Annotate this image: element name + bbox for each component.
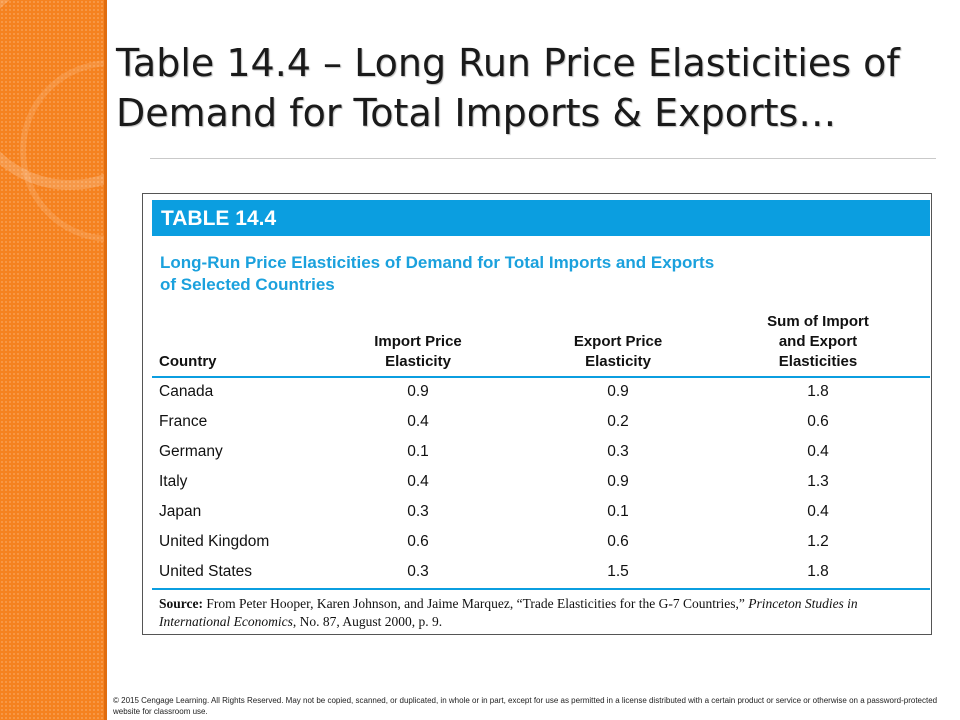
cell-country: United Kingdom <box>159 533 270 550</box>
cell-sum-elasticity: 1.8 <box>807 563 829 580</box>
column-header-country: Country <box>159 352 217 372</box>
cell-import-elasticity: 0.3 <box>407 563 429 580</box>
table-label-bar: TABLE 14.4 <box>152 200 930 236</box>
header-divider <box>152 376 930 378</box>
source-journal: Princeton Studies in International Econo… <box>159 596 858 629</box>
cell-country: France <box>159 413 208 430</box>
column-header-import-line-1: Import Price <box>374 333 462 350</box>
cell-import-elasticity: 0.6 <box>407 533 429 550</box>
column-header-export: Export Price Elasticity <box>548 332 688 372</box>
cell-sum-elasticity: 1.8 <box>807 383 829 400</box>
cell-sum-elasticity: 0.6 <box>807 413 829 430</box>
cell-export-elasticity: 0.9 <box>607 473 629 490</box>
table-row: Germany 0.1 0.3 0.4 <box>152 437 930 467</box>
table-row: Japan 0.3 0.1 0.4 <box>152 497 930 527</box>
column-header-import: Import Price Elasticity <box>353 332 483 372</box>
table-caption-line-1: Long-Run Price Elasticities of Demand fo… <box>160 253 715 272</box>
cell-import-elasticity: 0.4 <box>407 473 429 490</box>
table-caption: Long-Run Price Elasticities of Demand fo… <box>160 252 920 296</box>
source-issue: , No. 87, August 2000, p. 9. <box>292 614 443 629</box>
slide-title-line-1: Table 14.4 – Long Run Price Elasticities… <box>116 41 900 85</box>
column-header-import-line-2: Elasticity <box>385 353 451 370</box>
cell-import-elasticity: 0.4 <box>407 413 429 430</box>
source-label: Source: <box>159 596 203 611</box>
slide-title: Table 14.4 – Long Run Price Elasticities… <box>116 38 946 138</box>
cell-export-elasticity: 0.1 <box>607 503 629 520</box>
cell-sum-elasticity: 0.4 <box>807 443 829 460</box>
source-text: From Peter Hooper, Karen Johnson, and Ja… <box>203 596 749 611</box>
copyright-notice: © 2015 Cengage Learning. All Rights Rese… <box>113 696 938 716</box>
column-header-sum-line-2: and Export <box>778 333 858 350</box>
cell-country: United States <box>159 563 253 580</box>
table-caption-line-2: of Selected Countries <box>160 275 335 294</box>
cell-export-elasticity: 0.3 <box>607 443 629 460</box>
cell-country: Germany <box>159 443 223 460</box>
column-header-sum: Sum of Import and Export Elasticities <box>743 312 893 372</box>
cell-export-elasticity: 0.6 <box>607 533 629 550</box>
side-band-edge <box>104 0 107 720</box>
column-header-export-line-2: Elasticity <box>585 353 651 370</box>
cell-import-elasticity: 0.3 <box>407 503 429 520</box>
table-figure: TABLE 14.4 Long-Run Price Elasticities o… <box>142 193 932 635</box>
cell-country: Italy <box>159 473 188 490</box>
cell-export-elasticity: 0.9 <box>607 383 629 400</box>
table-body: Canada 0.9 0.9 1.8 France 0.4 0.2 0.6 Ge… <box>152 377 930 587</box>
column-header-sum-line-1: Sum of Import <box>767 313 869 330</box>
table-row: United Kingdom 0.6 0.6 1.2 <box>152 527 930 557</box>
table-row: United States 0.3 1.5 1.8 <box>152 557 930 587</box>
cell-export-elasticity: 0.2 <box>607 413 629 430</box>
table-row: Italy 0.4 0.9 1.3 <box>152 467 930 497</box>
cell-sum-elasticity: 1.2 <box>807 533 829 550</box>
slide-title-line-2: Demand for Total Imports & Exports… <box>116 91 837 135</box>
column-header-export-line-1: Export Price <box>573 333 663 350</box>
cell-sum-elasticity: 0.4 <box>807 503 829 520</box>
column-header-country-text: Country <box>159 353 217 370</box>
table-row: Canada 0.9 0.9 1.8 <box>152 377 930 407</box>
decorative-side-band <box>0 0 107 720</box>
cell-country: Japan <box>159 503 202 520</box>
cell-sum-elasticity: 1.3 <box>807 473 829 490</box>
cell-import-elasticity: 0.1 <box>407 443 429 460</box>
column-header-sum-line-3: Elasticities <box>778 353 858 370</box>
cell-import-elasticity: 0.9 <box>407 383 429 400</box>
source-note: Source: From Peter Hooper, Karen Johnson… <box>159 595 929 631</box>
cell-export-elasticity: 1.5 <box>607 563 629 580</box>
cell-country: Canada <box>159 383 214 400</box>
table-row: France 0.4 0.2 0.6 <box>152 407 930 437</box>
title-divider <box>150 158 936 159</box>
table-label: TABLE 14.4 <box>161 207 277 230</box>
footer-divider <box>152 588 930 590</box>
